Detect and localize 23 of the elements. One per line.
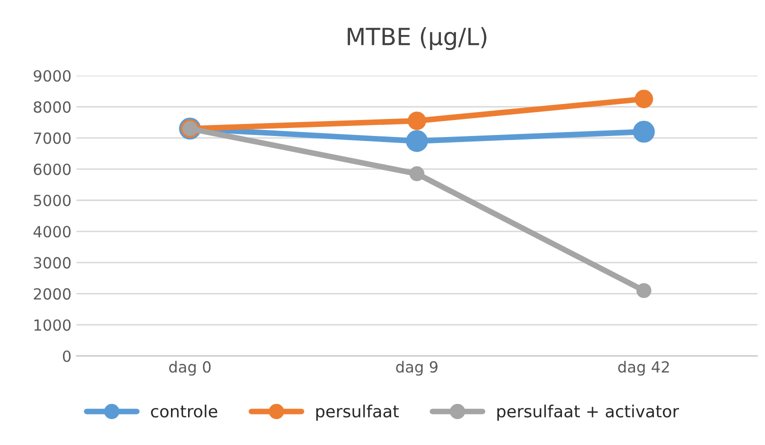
y-tick-label: 1000 bbox=[34, 319, 71, 331]
x-tick-label: dag 0 bbox=[169, 360, 211, 376]
point bbox=[409, 166, 424, 182]
y-tick-label: 5000 bbox=[34, 194, 71, 206]
y-tick-label: 2000 bbox=[34, 288, 71, 300]
chart-title: MTBE (µg/L) bbox=[348, 27, 486, 50]
legend-label: persulfaat bbox=[316, 404, 399, 421]
legend-label: persulfaat + activator bbox=[497, 404, 679, 421]
y-tick-label: 4000 bbox=[34, 226, 71, 238]
y-tick-label: 8000 bbox=[34, 101, 71, 113]
point bbox=[406, 130, 428, 152]
point bbox=[632, 120, 655, 143]
y-tick-label: 0 bbox=[62, 350, 71, 362]
legend-label: controle bbox=[151, 404, 218, 418]
point bbox=[636, 283, 652, 298]
x-tick-label: dag 9 bbox=[396, 360, 438, 376]
y-tick-label: 7000 bbox=[34, 132, 71, 144]
point bbox=[408, 112, 426, 130]
y-tick-label: 6000 bbox=[34, 164, 71, 176]
y-tick-label: 3000 bbox=[34, 257, 71, 269]
point bbox=[634, 90, 654, 108]
x-tick-label: dag 42 bbox=[618, 360, 669, 376]
y-tick-label: 9000 bbox=[34, 70, 71, 82]
